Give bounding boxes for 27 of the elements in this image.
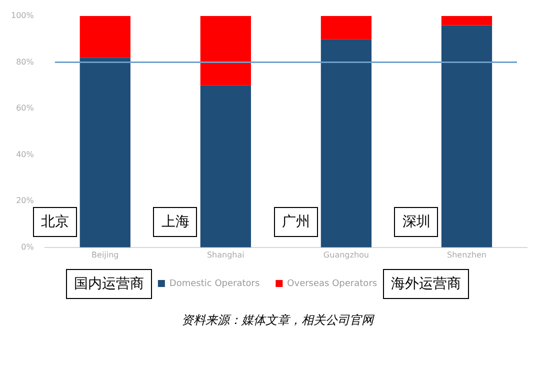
bar bbox=[200, 85, 251, 248]
y-tick-label: 100% bbox=[10, 11, 34, 20]
annotation: 北京 bbox=[32, 207, 77, 238]
text: 海外运营商 bbox=[383, 269, 470, 299]
text: 资料来源：媒体文章，相关公司官网 bbox=[180, 312, 376, 329]
bar bbox=[80, 16, 130, 58]
text: 国内运营商 bbox=[66, 269, 152, 299]
y-tick-label: 0% bbox=[21, 242, 34, 252]
bar bbox=[80, 58, 130, 248]
bar bbox=[200, 16, 251, 86]
x-tick-label: Beijing bbox=[92, 250, 119, 260]
x-tick-label: Shenzhen bbox=[447, 250, 486, 260]
legend-label: Domestic Operators bbox=[169, 278, 260, 289]
y-tick-label: 80% bbox=[16, 57, 34, 66]
x-tick-label: Shanghai bbox=[206, 250, 244, 260]
bar bbox=[320, 16, 372, 40]
x-tick-label: Guangzhou bbox=[323, 250, 369, 260]
legend-label: Overseas Operators bbox=[287, 278, 378, 289]
annotation: 上海 bbox=[153, 207, 198, 238]
bar bbox=[320, 39, 372, 248]
y-tick-label: 20% bbox=[16, 196, 34, 206]
annotation: 深圳 bbox=[394, 207, 438, 238]
bar bbox=[441, 16, 492, 26]
bar bbox=[441, 25, 492, 248]
annotation: 广州 bbox=[274, 207, 318, 238]
y-tick-label: 60% bbox=[16, 104, 34, 113]
y-tick-label: 40% bbox=[16, 150, 34, 159]
